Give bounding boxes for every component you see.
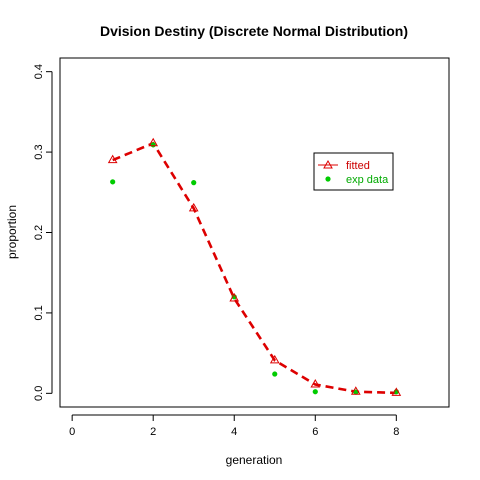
fitted-line (112, 141, 397, 395)
plot-frame (59, 57, 450, 408)
fitted-point (269, 354, 280, 364)
legend-box (313, 152, 394, 191)
exp-data-point (272, 371, 278, 377)
exp-data-point (110, 179, 116, 185)
y-axis-label: proportion (5, 205, 19, 259)
chart-title: Dvision Destiny (Discrete Normal Distrib… (100, 23, 408, 39)
legend: fitted exp data (313, 152, 394, 191)
legend-fitted-label: fitted (346, 160, 370, 172)
fitted-point (107, 154, 118, 164)
legend-exp-data-label: exp data (346, 174, 389, 186)
fitted-point (148, 137, 159, 147)
y-tick-label: 0.0 (33, 386, 45, 401)
exp-data-point (150, 142, 156, 148)
x-tick-label: 2 (150, 426, 156, 438)
fitted-point (391, 387, 402, 396)
y-tick-label: 0.4 (33, 64, 45, 79)
x-tick-label: 8 (393, 426, 399, 438)
y-axis: 0.0 0.1 0.2 0.3 0.4 (33, 64, 53, 401)
plot-marks (107, 137, 402, 396)
x-axis-label: generation (226, 453, 283, 467)
x-tick-label: 0 (69, 426, 75, 438)
fitted-point (350, 386, 361, 395)
y-tick-label: 0.2 (33, 225, 45, 240)
fitted-point (310, 378, 321, 388)
exp-data-point (353, 389, 359, 395)
fitted-point (188, 202, 199, 212)
exp-data-point (312, 389, 318, 395)
x-tick-label: 4 (231, 426, 237, 438)
fitted-point (229, 292, 240, 302)
exp-data-point (191, 180, 197, 186)
y-tick-label: 0.1 (33, 305, 45, 320)
x-tick-label: 6 (312, 426, 318, 438)
x-axis: 0 2 4 6 8 (69, 414, 399, 438)
legend-fitted-triangle-icon (323, 159, 333, 169)
y-tick-label: 0.3 (33, 144, 45, 159)
legend-exp-data-dot-icon (325, 176, 331, 182)
